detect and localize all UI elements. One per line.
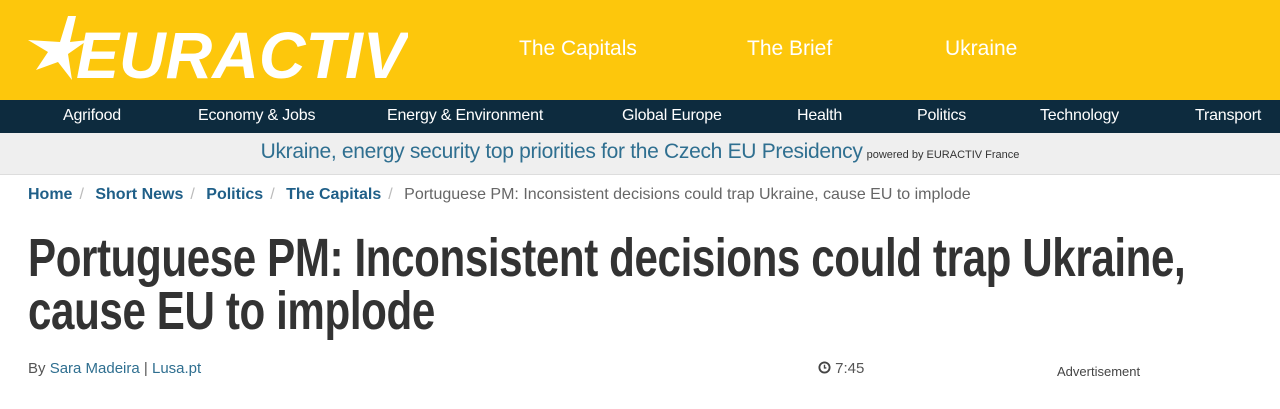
nav-ukraine[interactable]: Ukraine — [945, 37, 1018, 60]
category-politics[interactable]: Politics — [917, 107, 967, 124]
breadcrumb: Home / Short News / Politics / The Capitals… — [28, 186, 971, 203]
category-health[interactable]: Health — [797, 107, 843, 124]
euractiv-logo[interactable]: EURACTIV — [28, 14, 408, 84]
category-agrifood[interactable]: Agrifood — [63, 107, 121, 124]
author-link[interactable]: Sara Madeira — [49, 360, 140, 377]
nav-the-brief[interactable]: The Brief — [747, 37, 833, 60]
site-header: EURACTIV The Capitals The Brief Ukraine — [0, 0, 1280, 100]
clock-icon — [818, 361, 831, 374]
category-economy-jobs[interactable]: Economy & Jobs — [198, 107, 316, 124]
special-report-banner: Ukraine, energy security top priorities … — [0, 133, 1280, 175]
svg-text:EURACTIV: EURACTIV — [76, 18, 408, 84]
publish-time: 7:45 — [818, 360, 864, 377]
breadcrumb-current: Portuguese PM: Inconsistent decisions co… — [404, 186, 971, 203]
powered-by: powered by EURACTIV France — [866, 149, 1020, 161]
category-transport[interactable]: Transport — [1195, 107, 1262, 124]
article-title: Portuguese PM: Inconsistent decisions co… — [28, 228, 1186, 341]
category-global-europe[interactable]: Global Europe — [622, 107, 722, 124]
breadcrumb-politics[interactable]: Politics — [206, 186, 264, 203]
advertisement-label: Advertisement — [1057, 364, 1141, 379]
breadcrumb-short-news[interactable]: Short News — [95, 186, 184, 203]
breadcrumb-home[interactable]: Home — [28, 186, 73, 203]
nav-the-capitals[interactable]: The Capitals — [519, 37, 637, 60]
banner-headline-link[interactable]: Ukraine, energy security top priorities … — [260, 140, 863, 163]
breadcrumb-the-capitals[interactable]: The Capitals — [286, 186, 382, 203]
byline: By Sara Madeira | Lusa.pt — [28, 360, 202, 377]
category-nav: Agrifood Economy & Jobs Energy & Environ… — [0, 100, 1280, 133]
source-link[interactable]: Lusa.pt — [151, 360, 202, 377]
category-energy-environment[interactable]: Energy & Environment — [387, 107, 544, 124]
category-technology[interactable]: Technology — [1040, 107, 1119, 124]
